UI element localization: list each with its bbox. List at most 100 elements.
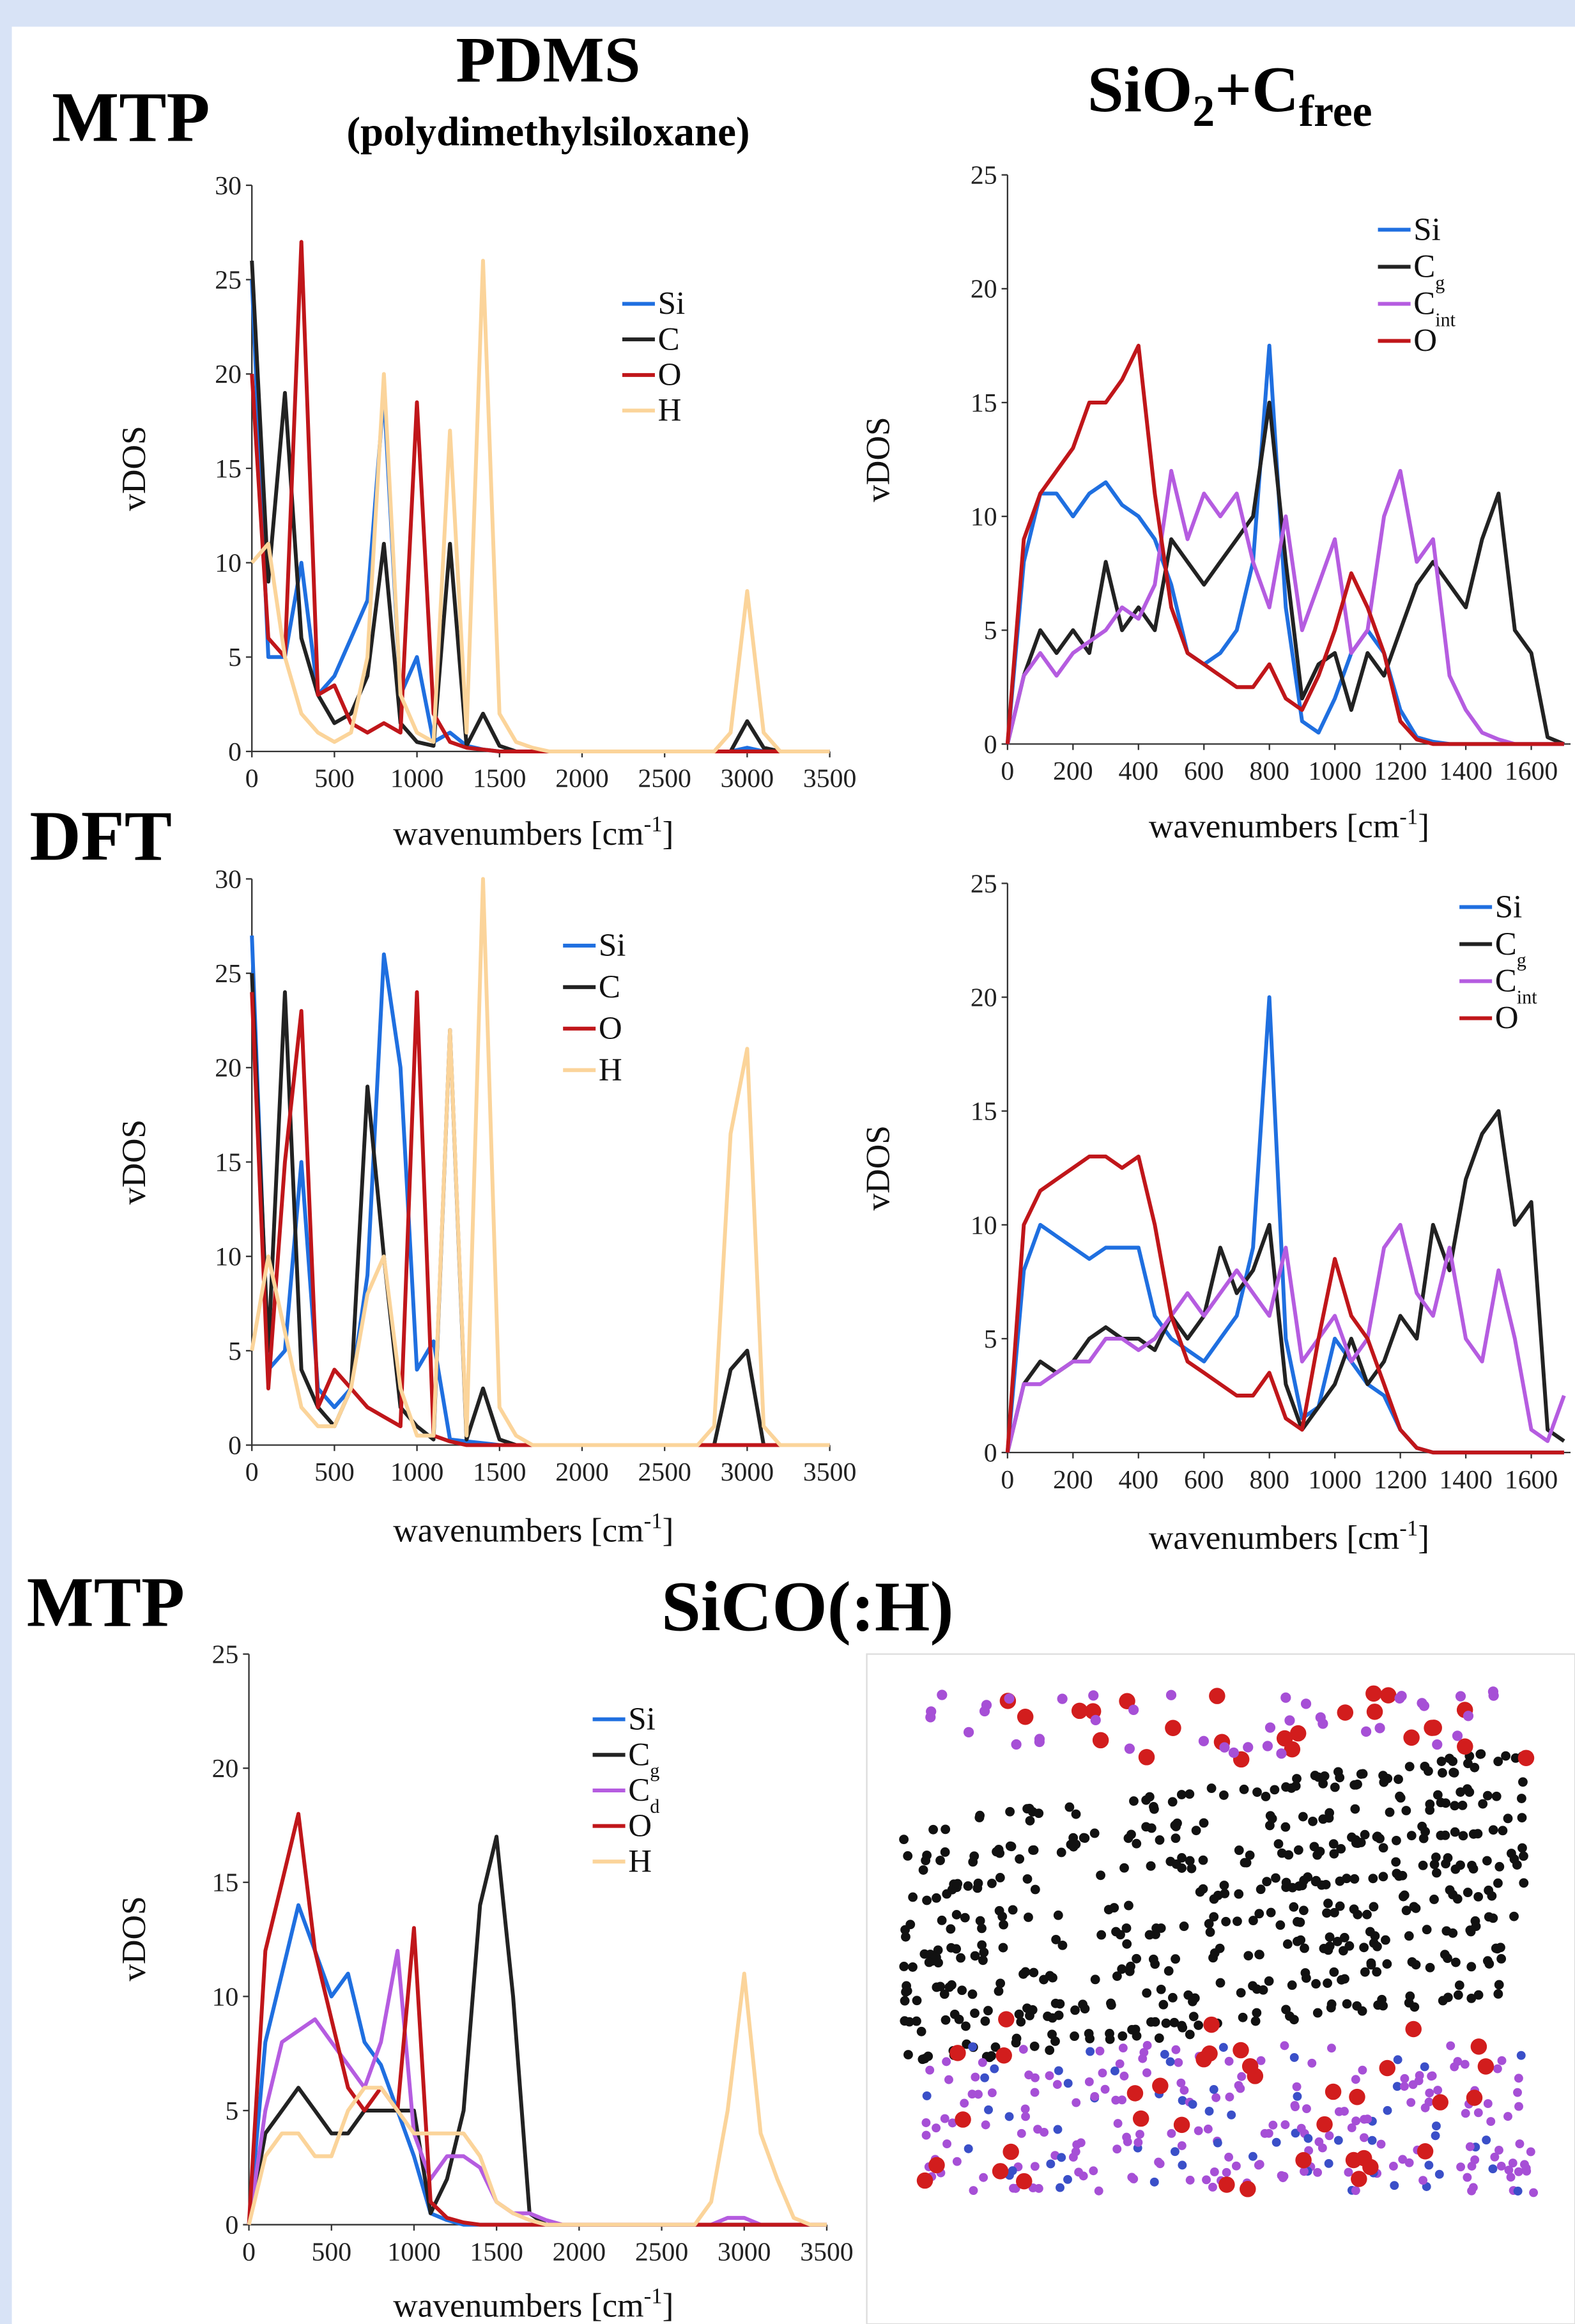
y-tick-label: 5 (984, 616, 997, 645)
atom (1351, 2116, 1361, 2126)
atom (1109, 1903, 1119, 1913)
atom (1215, 1943, 1225, 1953)
atom (1256, 2056, 1266, 2065)
legend-name: O (628, 1808, 652, 1844)
atom (948, 2118, 957, 2128)
atom (1431, 1852, 1441, 1862)
atom (1268, 2120, 1278, 2130)
atom (1431, 2121, 1441, 2131)
atom (1456, 1787, 1466, 1797)
atom (1057, 1693, 1068, 1704)
atom (1178, 2022, 1188, 2033)
atom (1432, 1739, 1443, 1750)
atom (1450, 1957, 1461, 1967)
atom (1063, 2174, 1072, 2184)
atom (1234, 1889, 1244, 1899)
atom (1382, 1959, 1392, 1969)
atom (932, 2123, 941, 2133)
atom (1398, 2155, 1408, 2164)
atom (1516, 1794, 1526, 1803)
heading: PDMS (456, 24, 640, 96)
x-axis-label-sup: -1 (644, 812, 663, 836)
y-tick-label: 25 (215, 266, 242, 295)
atom (1205, 1927, 1215, 1937)
atom (1300, 1698, 1312, 1709)
atom (1020, 2104, 1030, 2114)
atom (1325, 1932, 1335, 1942)
atom (1095, 2046, 1105, 2056)
atom (1156, 1984, 1166, 1994)
atom (1298, 1905, 1309, 1916)
atom (904, 2017, 914, 2027)
atom (1051, 1934, 1061, 1944)
atom (1293, 2091, 1302, 2101)
atom (1170, 2147, 1179, 2157)
x-tick-label: 1000 (387, 2237, 440, 2266)
atom (1478, 1799, 1488, 1809)
atom (1218, 1790, 1229, 1800)
atom (1221, 1916, 1231, 1927)
atom (1024, 1912, 1033, 1922)
atom (1090, 2091, 1100, 2101)
atom (952, 2157, 962, 2166)
atom (1090, 1974, 1100, 1985)
atom (1378, 1843, 1388, 1853)
atom (1372, 1967, 1382, 1977)
atom (979, 1947, 989, 1957)
atom (983, 2006, 993, 2016)
atom (1482, 1790, 1493, 1801)
series-line (250, 258, 830, 754)
atom (1425, 2088, 1434, 2098)
atom (1381, 1935, 1390, 1945)
atom (1360, 1726, 1372, 1737)
y-axis-label: vDOS (114, 426, 153, 511)
atom (1467, 2162, 1477, 2171)
atom (987, 2051, 996, 2061)
atom (1015, 1854, 1025, 1864)
atom (969, 1851, 980, 1861)
atom (1008, 1905, 1018, 1915)
atom (1516, 2051, 1526, 2060)
legend-name: H (628, 1844, 652, 1880)
legend-name: H (658, 393, 682, 429)
atom (1486, 2117, 1496, 2127)
atom (1363, 2114, 1372, 2124)
legend-entry: Cg (628, 1737, 659, 1782)
atom (1378, 1771, 1388, 1781)
atom (1057, 1940, 1068, 1950)
atom (1004, 1693, 1015, 1704)
y-axis-label: vDOS (114, 1896, 153, 1981)
atom (1454, 1980, 1464, 1990)
atom (933, 1945, 943, 1955)
atom (1453, 2057, 1463, 2066)
atom (1022, 1874, 1033, 1884)
series-line (247, 1812, 827, 2227)
atom (1337, 1704, 1354, 1721)
legend-name: Si (1495, 889, 1523, 925)
atom (1188, 1996, 1197, 2006)
x-axis-label-part: ] (1418, 1518, 1429, 1557)
atom (1360, 2133, 1369, 2143)
x-tick-label: 1600 (1505, 757, 1558, 786)
atom (1526, 2147, 1535, 2157)
x-axis-label-sup: -1 (644, 1508, 663, 1533)
y-tick-label: 30 (215, 171, 242, 201)
y-tick-label: 10 (215, 549, 242, 578)
atom (1300, 2167, 1309, 2176)
atom (1266, 1907, 1276, 1918)
atom (1425, 1799, 1435, 1809)
atom (1519, 1851, 1528, 1861)
x-tick-label: 1000 (1308, 1465, 1361, 1495)
atom (1275, 1920, 1286, 1930)
legend-entry: O (1413, 323, 1437, 359)
atom (1252, 2008, 1262, 2018)
atom (1171, 1833, 1181, 1843)
atom (1349, 1874, 1360, 1884)
atom (942, 2139, 952, 2149)
atom (1434, 2169, 1444, 2179)
atom (1498, 1826, 1508, 1836)
atom (1503, 2112, 1512, 2121)
atom (1015, 2173, 1033, 2190)
atom (1195, 1887, 1205, 1897)
heading-part: +C (1215, 54, 1299, 126)
